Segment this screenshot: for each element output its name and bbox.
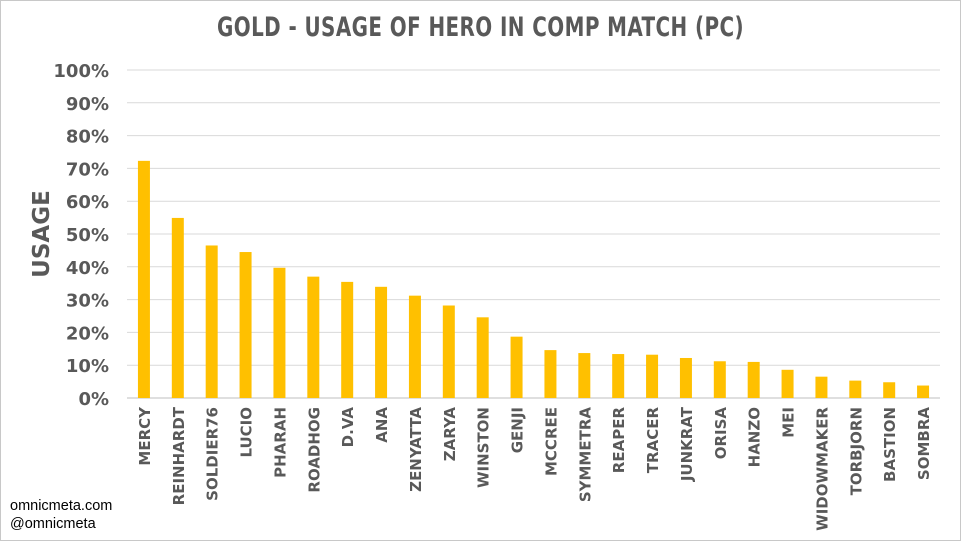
bar-bastion (883, 382, 896, 398)
bar-junkrat (679, 357, 692, 398)
y-tick-label: 100% (53, 61, 109, 82)
x-tick-label: PHARAH (271, 407, 289, 478)
x-tick-label: LUCIO (238, 407, 256, 458)
bar-soldier76 (205, 245, 218, 398)
bar-widowmaker (815, 376, 828, 398)
bar-ana (375, 286, 388, 398)
chart-title: GOLD - USAGE OF HERO IN COMP MATCH (PC) (216, 12, 745, 43)
x-tick-label: WIDOWMAKER (813, 407, 831, 531)
x-tick-label: SOLDIER76 (204, 407, 222, 501)
credit-site: omnicmeta.com (10, 498, 113, 514)
y-tick-label: 60% (66, 192, 109, 213)
x-tick-label: ORISA (712, 407, 730, 460)
y-tick-label: 50% (66, 225, 109, 246)
y-tick-labels: 0% 10% 20% 30% 40% 50% 60% 70% 80% 90% 100% (53, 61, 109, 410)
bar-sombra (917, 385, 930, 398)
x-tick-label: ZARYA (441, 407, 459, 462)
x-tick-label: ZENYATTA (407, 407, 425, 492)
y-tick-label: 20% (66, 323, 109, 344)
bar-zarya (442, 305, 455, 398)
bar-mercy (137, 160, 150, 398)
bar-roadhog (307, 276, 320, 398)
bar-mccree (544, 350, 557, 398)
bar-mei (781, 369, 794, 398)
bar-orisa (713, 361, 726, 398)
x-tick-label: WINSTON (475, 407, 493, 488)
x-tick-label: REINHARDT (170, 406, 188, 505)
bar-genji (510, 336, 523, 398)
x-tick-label: TORBJORN (847, 407, 865, 495)
y-axis-label: USAGE (29, 190, 55, 278)
x-tick-labels: MERCY REINHARDT SOLDIER76 LUCIO PHARAH ROADHO… (136, 406, 933, 531)
bar-lucio (239, 252, 252, 398)
x-tick-label: HANZO (746, 407, 764, 467)
bar-reinhardt (171, 217, 184, 398)
credit-handle: @omnicmeta (10, 516, 96, 532)
y-tick-label: 10% (66, 356, 109, 377)
x-tick-label: REAPER (610, 407, 628, 474)
bar-tracer (646, 354, 659, 398)
x-tick-label: ANA (373, 407, 391, 443)
bar-pharah (273, 267, 286, 398)
bar-reaper (612, 354, 625, 398)
x-tick-label: SYMMETRA (576, 407, 594, 503)
x-tick-label: TRACER (644, 407, 662, 474)
bar-symmetra (578, 353, 591, 398)
bar-winston (476, 317, 489, 398)
bars (137, 160, 930, 398)
y-tick-label: 0% (78, 389, 109, 410)
x-tick-label: BASTION (881, 407, 899, 482)
x-tick-label: D.VA (339, 407, 357, 448)
y-tick-label: 90% (66, 94, 109, 115)
y-tick-label: 80% (66, 127, 109, 148)
y-tick-label: 40% (66, 258, 109, 279)
x-tick-label: SOMBRA (915, 407, 933, 480)
x-tick-label: GENJI (509, 407, 527, 453)
x-tick-label: ROADHOG (305, 407, 323, 493)
gridlines (127, 69, 940, 399)
x-tick-label: MCCREE (542, 407, 560, 476)
x-tick-label: JUNKRAT (678, 406, 696, 482)
y-tick-label: 70% (66, 159, 109, 180)
y-tick-label: 30% (66, 291, 109, 312)
x-tick-label: MEI (780, 407, 798, 438)
bar-torbjorn (849, 380, 862, 398)
x-tick-label: MERCY (136, 406, 154, 466)
bar-d-va (341, 281, 354, 398)
bar-zenyatta (408, 295, 421, 398)
bar-hanzo (747, 361, 760, 398)
